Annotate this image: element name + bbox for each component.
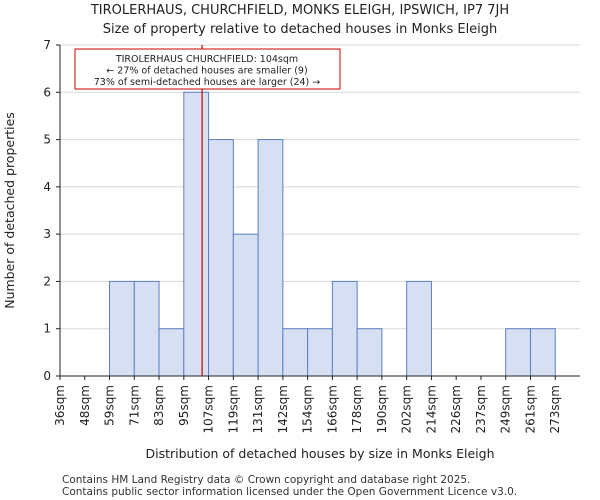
x-tick-label: 202sqm bbox=[400, 385, 414, 433]
bar bbox=[232, 233, 259, 377]
x-tick-label: 107sqm bbox=[202, 385, 216, 433]
x-tick-label: 142sqm bbox=[276, 385, 290, 433]
x-tick-label: 131sqm bbox=[251, 385, 265, 433]
x-tick-label: 119sqm bbox=[226, 385, 240, 433]
x-tick-label: 36sqm bbox=[53, 385, 67, 426]
bar bbox=[505, 328, 531, 377]
y-tick-label: 6 bbox=[43, 85, 51, 99]
bar bbox=[183, 91, 210, 377]
x-tick-label: 154sqm bbox=[301, 385, 315, 433]
x-tick-label: 83sqm bbox=[152, 385, 166, 426]
x-tick-label: 59sqm bbox=[103, 385, 117, 426]
y-axis-label: Number of detached properties bbox=[2, 112, 17, 309]
bar bbox=[133, 280, 160, 377]
annotation-line: ← 27% of detached houses are smaller (9) bbox=[106, 66, 307, 77]
y-tick-label: 1 bbox=[43, 322, 51, 336]
annotation-line: TIROLERHAUS CHURCHFIELD: 104sqm bbox=[115, 54, 298, 65]
bar bbox=[208, 139, 234, 377]
bar bbox=[406, 280, 432, 377]
y-tick-label: 2 bbox=[43, 274, 51, 288]
y-tick-label: 0 bbox=[43, 369, 51, 383]
x-tick-label: 273sqm bbox=[548, 385, 562, 433]
bar bbox=[331, 280, 358, 377]
x-axis-label: Distribution of detached houses by size … bbox=[145, 446, 494, 461]
chart-title: TIROLERHAUS, CHURCHFIELD, MONKS ELEIGH, … bbox=[90, 3, 510, 18]
x-tick-label: 48sqm bbox=[78, 385, 92, 426]
footer-line-2: Contains public sector information licen… bbox=[62, 486, 518, 498]
y-tick-label: 7 bbox=[43, 38, 51, 52]
bar bbox=[282, 328, 309, 377]
bar bbox=[356, 328, 383, 377]
y-tick-label: 4 bbox=[43, 180, 51, 194]
x-tick-label: 166sqm bbox=[325, 385, 339, 433]
x-tick-label: 237sqm bbox=[474, 385, 488, 433]
bar bbox=[307, 328, 333, 377]
x-tick-label: 95sqm bbox=[177, 385, 191, 426]
x-tick-label: 226sqm bbox=[449, 385, 463, 433]
x-tick-label: 178sqm bbox=[350, 385, 364, 433]
x-tick-label: 71sqm bbox=[127, 385, 141, 426]
y-tick-label: 5 bbox=[43, 133, 51, 147]
bar bbox=[158, 328, 185, 377]
annotation-box bbox=[74, 48, 341, 90]
x-tick-label: 261sqm bbox=[523, 385, 537, 433]
x-tick-label: 214sqm bbox=[424, 385, 438, 433]
bar bbox=[109, 280, 135, 377]
footer-line-1: Contains HM Land Registry data © Crown c… bbox=[62, 474, 471, 486]
y-tick-label: 3 bbox=[43, 227, 51, 241]
x-tick-label: 190sqm bbox=[375, 385, 389, 433]
x-tick-label: 249sqm bbox=[499, 385, 513, 433]
chart-subtitle: Size of property relative to detached ho… bbox=[102, 22, 498, 37]
bar bbox=[529, 328, 556, 377]
bar bbox=[257, 139, 284, 377]
annotation-line: 73% of semi-detached houses are larger (… bbox=[94, 77, 321, 88]
